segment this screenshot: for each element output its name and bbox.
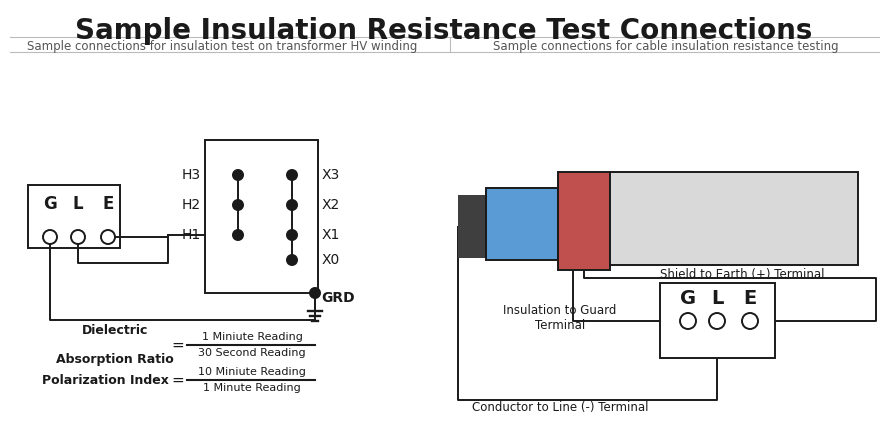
Text: 1 Miniute Reading: 1 Miniute Reading (202, 332, 302, 342)
Text: Sample connections for insulation test on transformer HV winding: Sample connections for insulation test o… (27, 40, 417, 53)
Bar (660, 283, 775, 358)
Circle shape (232, 199, 244, 211)
Text: 10 Miniute Reading: 10 Miniute Reading (198, 367, 306, 377)
Circle shape (71, 230, 85, 244)
Circle shape (742, 313, 758, 329)
Text: X1: X1 (322, 228, 340, 242)
Text: L: L (711, 288, 723, 308)
Circle shape (232, 229, 244, 241)
Text: H1: H1 (181, 228, 201, 242)
Circle shape (101, 230, 115, 244)
Bar (558, 172, 610, 270)
Text: Absorption Ratio: Absorption Ratio (56, 353, 174, 366)
Bar (28, 185, 120, 248)
Text: X0: X0 (322, 253, 340, 267)
Text: 1 Minute Reading: 1 Minute Reading (203, 383, 300, 393)
Circle shape (232, 169, 244, 181)
Circle shape (286, 254, 298, 266)
Bar (610, 172, 858, 265)
Bar (458, 195, 486, 258)
Text: =: = (172, 372, 184, 387)
Text: X3: X3 (322, 168, 340, 182)
Text: G: G (680, 288, 696, 308)
Text: Sample Insulation Resistance Test Connections: Sample Insulation Resistance Test Connec… (76, 17, 813, 45)
Text: Polarization Index: Polarization Index (42, 374, 168, 387)
Bar (486, 188, 558, 260)
Text: L: L (73, 195, 84, 213)
Circle shape (309, 287, 321, 299)
Text: Insulation to Guard
Terminal: Insulation to Guard Terminal (503, 304, 617, 332)
Text: E: E (102, 195, 114, 213)
Text: H2: H2 (182, 198, 201, 212)
Text: H3: H3 (182, 168, 201, 182)
Circle shape (43, 230, 57, 244)
Circle shape (286, 199, 298, 211)
Text: GRD: GRD (321, 291, 355, 305)
Text: Shield to Earth (+) Terminal: Shield to Earth (+) Terminal (660, 268, 824, 281)
Text: Conductor to Line (-) Terminal: Conductor to Line (-) Terminal (472, 402, 648, 414)
Text: G: G (44, 195, 57, 213)
Circle shape (680, 313, 696, 329)
Bar (205, 140, 318, 293)
Text: Sample connections for cable insulation resistance testing: Sample connections for cable insulation … (493, 40, 839, 53)
Text: Dielectric: Dielectric (82, 324, 148, 337)
Text: E: E (743, 288, 757, 308)
Text: =: = (172, 338, 184, 353)
Circle shape (286, 229, 298, 241)
Circle shape (709, 313, 725, 329)
Circle shape (286, 169, 298, 181)
Text: 30 Second Reading: 30 Second Reading (198, 348, 306, 358)
Text: X2: X2 (322, 198, 340, 212)
